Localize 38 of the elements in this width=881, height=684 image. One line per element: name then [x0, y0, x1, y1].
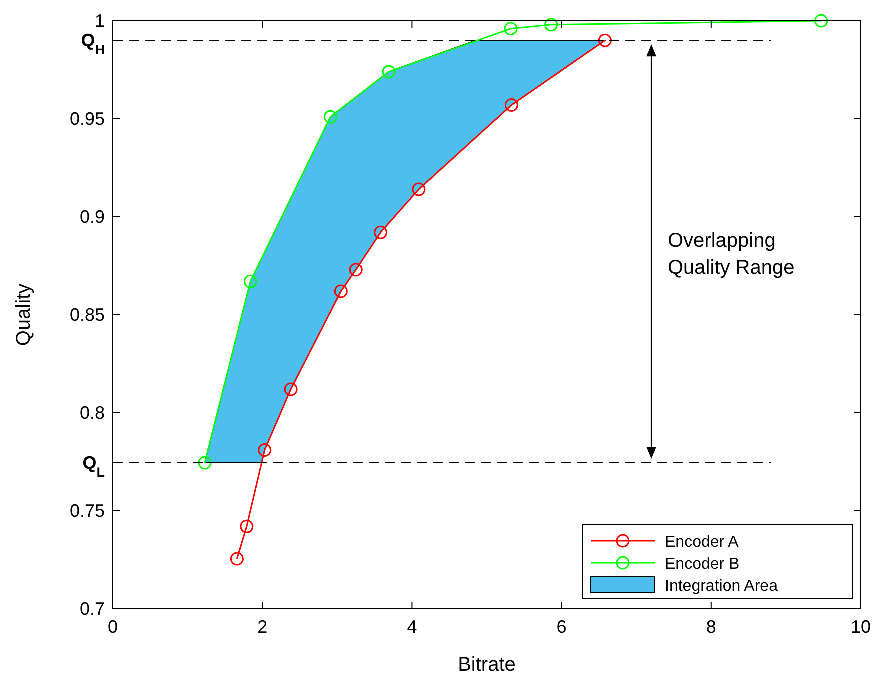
- y-tick-label: 0.95: [70, 109, 105, 129]
- x-tick-label: 0: [108, 617, 118, 637]
- point: [814, 14, 828, 28]
- y-tick-label: 0.7: [80, 599, 105, 619]
- y-tick-label: 1: [94, 11, 105, 31]
- legend-label: Encoder A: [665, 534, 740, 551]
- y-tick-label: 0.75: [70, 501, 105, 521]
- y-tick-label: 0.85: [70, 305, 105, 325]
- point: [334, 284, 348, 298]
- y-tick-label: 0.9: [80, 207, 105, 227]
- point: [198, 456, 212, 470]
- point: [382, 65, 396, 79]
- x-tick-label: 4: [407, 617, 418, 637]
- legend-label: Integration Area: [665, 578, 778, 595]
- point: [412, 182, 426, 196]
- point: [374, 226, 388, 240]
- point: [504, 98, 518, 112]
- point: [240, 520, 254, 534]
- annotation: Overlapping Quality Range: [668, 230, 795, 279]
- point: [230, 552, 244, 566]
- ref-line-label: Q$_{H}$: [81, 30, 105, 58]
- y-axis-title: Quality: [13, 284, 35, 346]
- point: [244, 274, 258, 288]
- point: [258, 443, 272, 457]
- point: [544, 18, 558, 32]
- x-tick-label: 6: [556, 617, 567, 637]
- x-tick-label: 10: [850, 617, 872, 637]
- ref-line-label: Q$_{L}$: [82, 452, 105, 480]
- point: [324, 110, 338, 124]
- x-axis-title: Bitrate: [458, 654, 516, 676]
- x-tick-label: 8: [706, 617, 716, 637]
- point: [349, 263, 363, 277]
- y-tick-label: 0.8: [80, 403, 105, 423]
- point: [504, 22, 518, 36]
- x-tick-label: 2: [258, 617, 268, 637]
- point: [598, 34, 612, 48]
- legend-label: Encoder B: [665, 556, 740, 573]
- point: [284, 382, 298, 396]
